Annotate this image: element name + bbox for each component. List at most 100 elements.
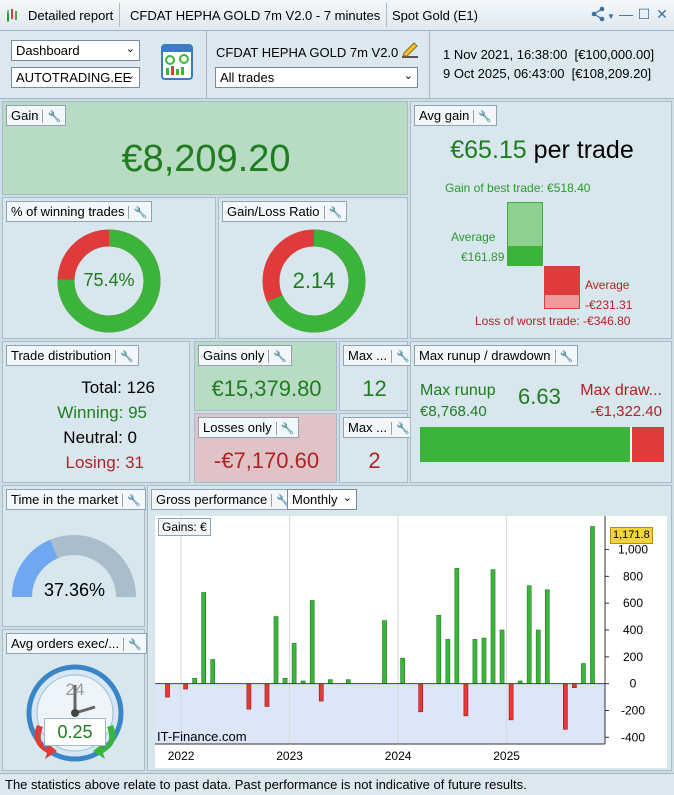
account-select[interactable]: AUTOTRADING.EE ⌄ [11,67,140,88]
avg-positive-value: €161.89 [461,250,505,264]
share-chevron-icon[interactable]: ▼ [607,12,615,21]
pin-icon[interactable]: 🔧 [275,422,294,435]
avg-gain-title[interactable]: Avg gain 🔧 [414,105,498,126]
gains-label: Gains: € [158,518,211,536]
tab-instrument[interactable]: Spot Gold (E1) [392,8,478,23]
drawdown-value: -€1,322.40 [590,403,662,420]
bar [264,683,270,707]
runup-label: Max runup [420,382,496,399]
negative-zone [155,683,605,744]
avg-negative-label: Average [585,278,630,292]
max-losses-title-text: Max ... [348,420,388,435]
period-select[interactable]: Monthly ⌄ [287,489,357,510]
bar [382,620,387,684]
gain-title[interactable]: Gain 🔧 [6,105,67,126]
bar [201,592,207,684]
bar [590,526,595,684]
bar [472,639,478,684]
bar [436,614,442,684]
report-settings-icon[interactable] [160,42,196,82]
runup-panel: Max runup / drawdown 🔧 Max runup €8,768.4… [410,341,672,483]
time-market-panel: Time in the market 🔧 37.36% [2,485,146,627]
chevron-down-icon: ⌄ [125,70,135,82]
bar [327,679,333,684]
avg-orders-title-text: Avg orders exec/... [11,636,120,651]
losses-only-title[interactable]: Losses only 🔧 [198,417,300,438]
view-select[interactable]: Dashboard ⌄ [11,40,140,61]
bar [346,679,351,684]
max-wins-value: 12 [362,376,387,401]
toolbar-separator [429,31,430,99]
x-tick-label: 2024 [385,749,412,763]
total-trades: Total: 126 [81,378,155,397]
pin-icon[interactable]: 🔧 [554,350,573,363]
date-range-end: 9 Oct 2025, 06:43:00 [€108,209.20] [443,66,652,81]
max-wins-title[interactable]: Max ... 🔧 [343,345,415,366]
tab-detailed-report[interactable]: Detailed report [22,3,121,27]
distribution-title[interactable]: Trade distribution 🔧 [6,345,139,366]
bar [463,683,469,717]
bar [210,659,216,684]
gains-only-title[interactable]: Gains only 🔧 [198,345,293,366]
disclaimer-text: The statistics above relate to past data… [5,777,527,792]
pin-icon[interactable]: 🔧 [42,110,61,123]
pin-icon[interactable]: 🔧 [271,494,290,507]
edit-pencil-icon[interactable] [400,39,420,59]
x-tick-label: 2025 [493,749,520,763]
pin-icon[interactable]: 🔧 [122,494,141,507]
pin-icon[interactable]: 🔧 [473,110,492,123]
bar [454,568,460,684]
title-bar: Detailed report CFDAT HEPHA GOLD 7m V2.0… [0,0,674,31]
winning-trades: Winning: 95 [57,403,147,422]
avg-negative-value: -€231.31 [585,298,633,312]
trades-select[interactable]: All trades ⌄ [215,67,418,88]
pin-icon[interactable]: 🔧 [323,206,342,219]
bar [445,639,451,684]
y-tick-label: 200 [623,650,643,664]
losses-only-title-text: Losses only [203,420,272,435]
bar [526,585,532,684]
disclaimer-footer: The statistics above relate to past data… [0,773,674,795]
losses-only-value: -€7,170.60 [213,448,320,473]
ratio-title[interactable]: Gain/Loss Ratio 🔧 [222,201,348,222]
best-trade-label: Gain of best trade: €518.40 [445,181,591,195]
max-losses-title[interactable]: Max ... 🔧 [343,417,415,438]
pin-icon[interactable]: 🔧 [268,350,287,363]
tab-strategy[interactable]: CFDAT HEPHA GOLD 7m V2.0 - 7 minutes [124,3,388,27]
max-consecutive-losses-panel: Max ... 🔧 2 [339,413,415,483]
pin-icon[interactable]: 🔧 [114,350,134,363]
bar [572,683,577,688]
avg-gain-title-text: Avg gain [419,108,470,123]
winning-value: 75.4% [83,270,135,290]
avg-orders-title[interactable]: Avg orders exec/... 🔧 [6,633,147,654]
pin-icon[interactable]: 🔧 [391,350,410,363]
last-value-badge: 1,171.8 [610,527,653,544]
bar [418,683,424,713]
avg-orders-panel: Avg orders exec/... 🔧 24 0.25 [2,629,147,771]
ratio-panel: Gain/Loss Ratio 🔧 2.14 [218,197,408,339]
neutral-trades: Neutral: 0 [63,428,137,447]
date-range-start: 1 Nov 2021, 16:38:00 [€100,000.00] [443,47,655,62]
runup-title[interactable]: Max runup / drawdown 🔧 [414,345,579,366]
minimize-icon[interactable]: — [619,6,633,22]
time-market-title[interactable]: Time in the market 🔧 [6,489,146,510]
runup-ratio: 6.63 [518,384,561,409]
pin-icon[interactable]: 🔧 [391,422,410,435]
chart-area: 2022 2023 2024 2025 -400 -200 0 200 400 600 800 1,0… [155,516,667,768]
bar [165,683,170,698]
gains-only-panel: Gains only 🔧 €15,379.80 [194,341,337,411]
winning-title[interactable]: % of winning trades 🔧 [6,201,153,222]
chevron-down-icon: ⌄ [342,492,352,504]
share-icon[interactable] [590,6,606,22]
losses-only-panel: Losses only 🔧 -€7,170.60 [194,413,337,483]
pin-icon[interactable]: 🔧 [123,638,142,651]
y-tick-label: 0 [630,677,637,691]
strategy-name: CFDAT HEPHA GOLD 7m V2.0 [216,45,399,60]
bar [490,569,496,684]
pin-icon[interactable]: 🔧 [128,206,147,219]
gross-title[interactable]: Gross performance 🔧 [151,489,295,510]
avg-orders-value: 0.25 [44,718,106,746]
runup-bar-track [420,427,664,462]
maximize-icon[interactable]: ☐ [637,6,651,22]
close-icon[interactable]: ✕ [656,6,668,22]
